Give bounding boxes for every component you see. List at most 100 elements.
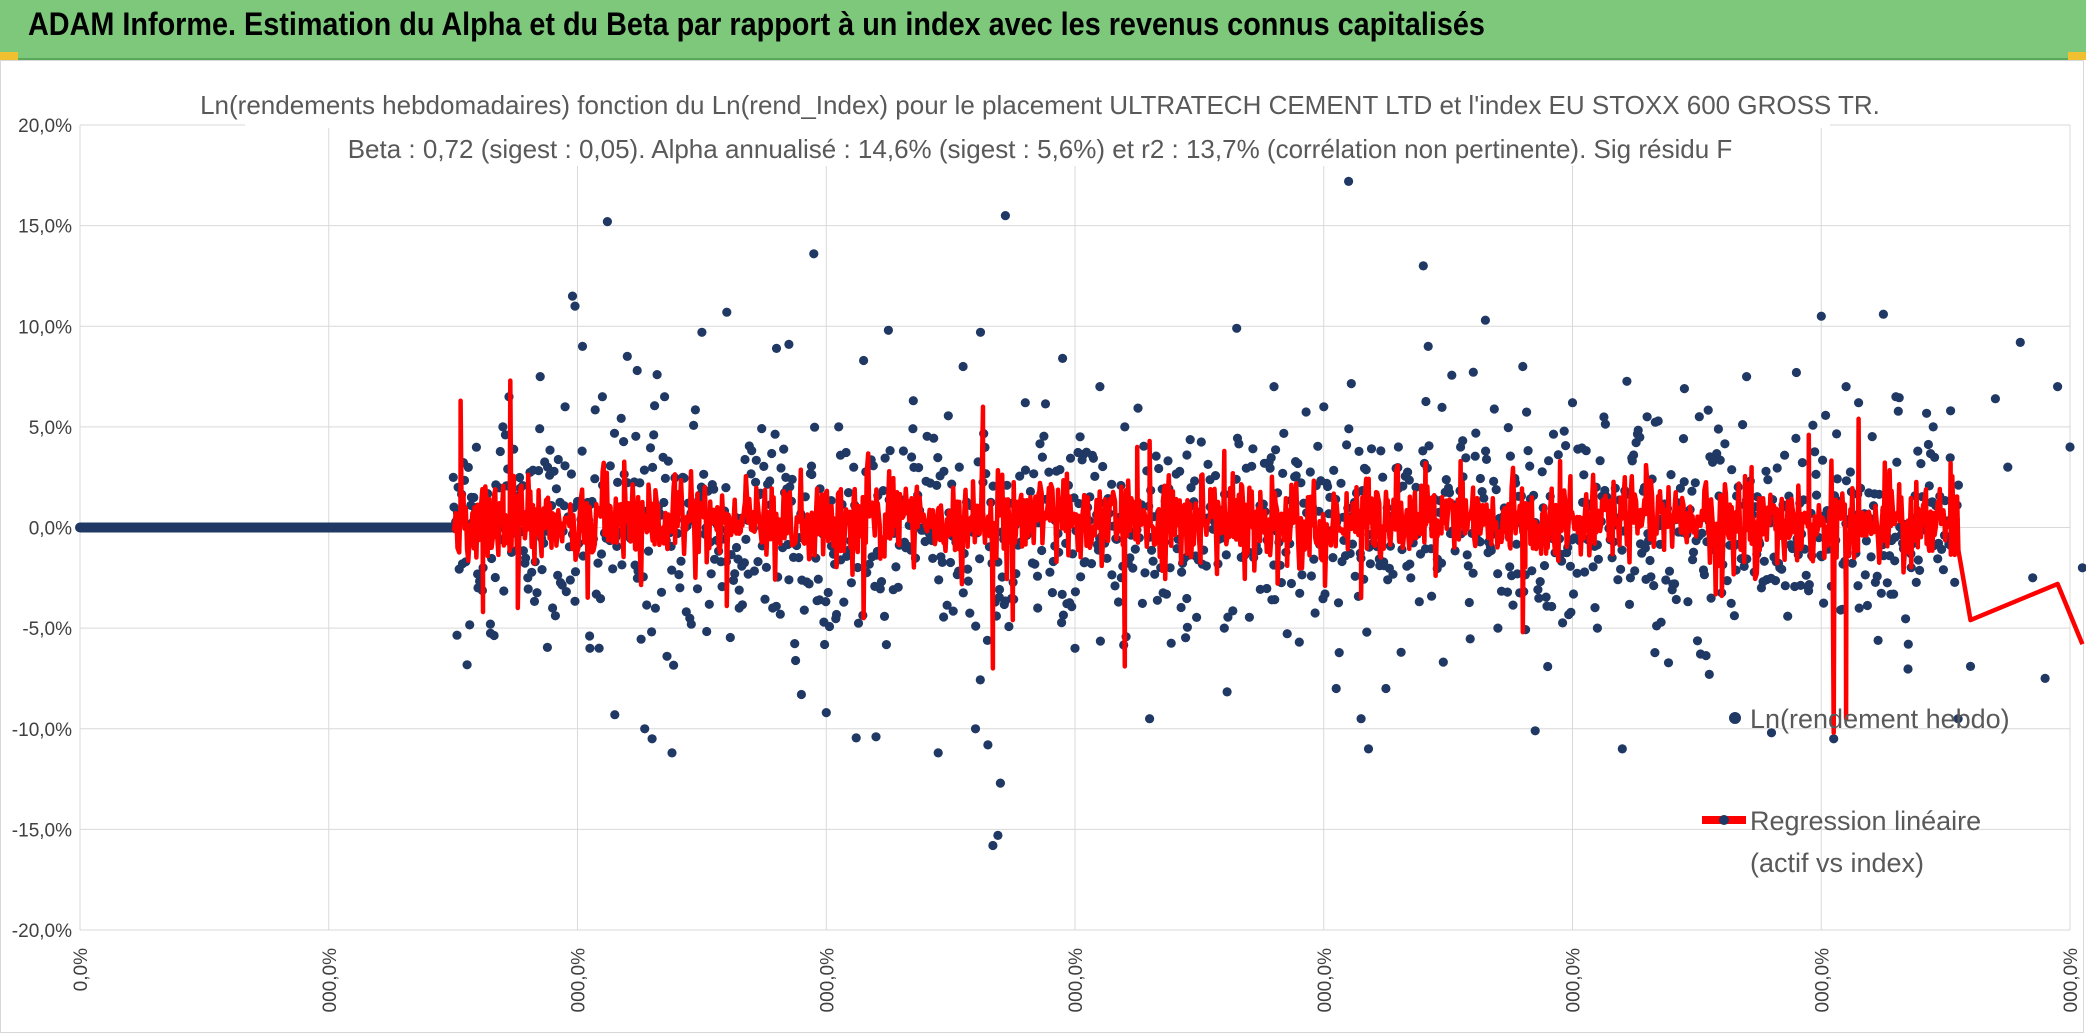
data-point	[1862, 600, 1872, 611]
data-point	[1361, 465, 1371, 475]
data-point	[642, 600, 652, 610]
data-point	[1296, 478, 1306, 488]
data-point	[1876, 588, 1886, 598]
data-point	[1913, 555, 1923, 565]
data-point	[1522, 407, 1532, 417]
data-point	[1860, 570, 1870, 580]
data-point	[1210, 471, 1221, 481]
data-point	[1232, 323, 1242, 333]
data-point	[667, 748, 677, 758]
data-point	[585, 643, 595, 653]
data-point	[1029, 469, 1039, 479]
data-point	[1223, 612, 1233, 622]
data-point	[1613, 575, 1623, 585]
data-point	[1039, 431, 1049, 441]
data-point	[1567, 398, 1578, 408]
data-point	[1075, 432, 1085, 442]
title-background	[245, 90, 1830, 128]
data-point	[567, 291, 578, 301]
data-point	[690, 405, 701, 415]
data-point	[1424, 441, 1434, 451]
data-point	[1320, 589, 1330, 599]
data-point	[1176, 602, 1186, 613]
data-point	[1310, 608, 1320, 618]
data-point	[1882, 578, 1892, 588]
data-point	[1572, 568, 1582, 578]
data-point	[1328, 553, 1338, 563]
data-point	[1940, 496, 1950, 506]
data-point	[1965, 661, 1976, 672]
data-point	[1599, 412, 1609, 422]
data-point	[1491, 485, 1501, 495]
data-point	[1541, 592, 1551, 602]
data-point	[1720, 439, 1730, 449]
data-point	[515, 472, 525, 483]
legend-regression-marker	[1719, 815, 1729, 825]
data-point	[1035, 439, 1045, 449]
data-point	[1592, 623, 1602, 633]
data-point	[1853, 581, 1863, 591]
data-point	[933, 453, 943, 463]
data-point	[804, 579, 814, 589]
data-point	[1020, 465, 1031, 475]
data-point	[1465, 634, 1475, 644]
data-point	[1889, 589, 1899, 599]
data-point	[1356, 714, 1366, 724]
data-point	[1722, 576, 1732, 586]
data-point	[1945, 453, 1955, 463]
data-point	[1539, 561, 1550, 571]
data-point	[1679, 477, 1689, 487]
data-point	[1247, 461, 1257, 471]
data-point	[463, 462, 473, 472]
data-point	[975, 675, 985, 685]
data-point	[971, 621, 981, 631]
data-point	[1915, 565, 1925, 576]
data-point	[1664, 566, 1675, 576]
data-point	[1486, 545, 1496, 556]
data-point	[771, 601, 781, 611]
data-point	[631, 431, 641, 441]
data-point	[1688, 547, 1699, 557]
data-point	[784, 339, 794, 349]
data-point	[1411, 482, 1421, 492]
data-point	[1600, 419, 1610, 429]
data-point	[619, 437, 629, 447]
legend: Ln(rendement hebdo) Regression linéaire …	[1702, 704, 2010, 878]
data-point	[908, 424, 918, 434]
data-point	[734, 585, 744, 595]
data-point	[585, 631, 595, 641]
data-point	[473, 569, 483, 579]
data-point	[767, 448, 777, 459]
data-point	[1182, 622, 1192, 632]
data-point	[1692, 636, 1703, 646]
x-tick-label: 000,0%	[1315, 948, 1336, 1013]
data-point	[1030, 559, 1040, 569]
data-point	[821, 597, 831, 607]
data-point	[1566, 607, 1576, 617]
data-point	[739, 558, 750, 568]
data-point	[1393, 442, 1403, 452]
data-point	[1203, 459, 1213, 469]
data-point	[659, 497, 669, 508]
data-point	[485, 619, 495, 629]
data-point	[675, 583, 685, 593]
data-point	[1588, 562, 1598, 572]
data-point	[1090, 471, 1100, 481]
data-point	[1661, 575, 1671, 585]
data-point	[1331, 683, 1341, 694]
data-point	[1593, 554, 1603, 564]
data-point	[823, 587, 833, 598]
data-point	[1125, 553, 1135, 563]
data-point	[1025, 486, 1035, 497]
data-point	[1953, 480, 1963, 490]
data-point	[686, 619, 696, 629]
data-point	[1436, 558, 1447, 568]
data-point	[747, 446, 757, 456]
data-point	[1878, 309, 1888, 319]
data-point	[622, 351, 632, 361]
data-point	[1624, 599, 1635, 610]
data-point	[988, 840, 998, 851]
data-point	[1462, 550, 1472, 560]
data-point	[1489, 404, 1499, 414]
data-point	[1953, 714, 1963, 724]
